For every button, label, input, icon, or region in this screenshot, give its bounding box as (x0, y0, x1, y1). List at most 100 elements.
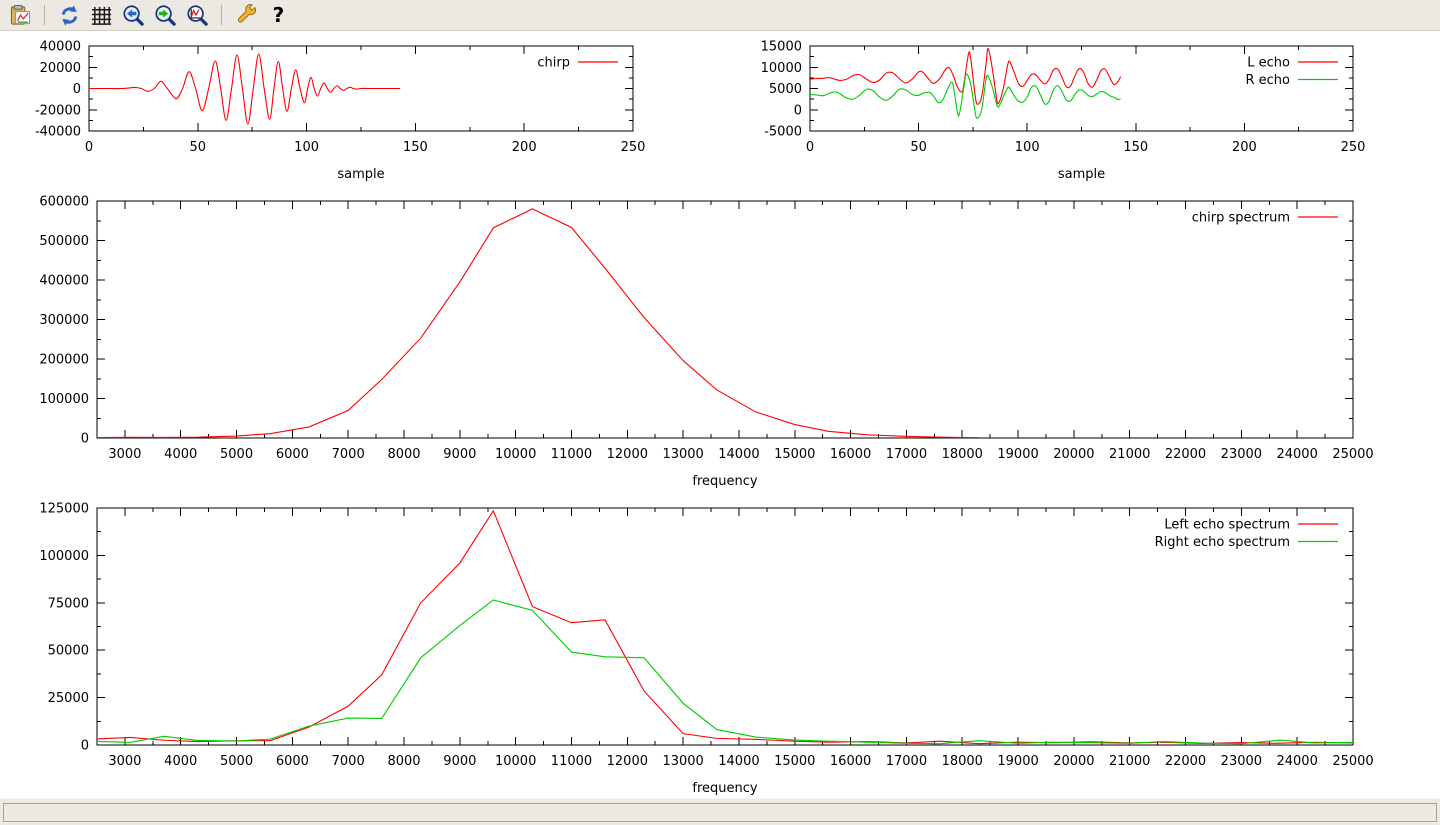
x-tick-label: 50 (190, 140, 207, 155)
x-tick-label: 20000 (1053, 754, 1094, 769)
x-tick-label: 0 (806, 140, 814, 155)
legend-label: chirp spectrum (1192, 211, 1290, 226)
series-r-echo (810, 73, 1121, 119)
x-tick-label: 17000 (886, 754, 927, 769)
copy-to-clipboard-button[interactable] (5, 1, 35, 29)
x-tick-label: 200 (1232, 140, 1257, 155)
status-bar (0, 798, 1440, 825)
plot-canvas[interactable]: 0 50 100 150 200 250 -40000 -20000 0 20000 40000 sa… (0, 31, 1440, 798)
y-tick-label: 300000 (39, 313, 89, 328)
x-tick-label: 20000 (1053, 447, 1094, 462)
y-tick-label: 500000 (39, 234, 89, 249)
autoscale-icon (186, 4, 208, 26)
x-axis-label: sample (337, 167, 384, 182)
copy-to-clipboard-icon (10, 4, 30, 25)
series-chirp-spectrum (97, 208, 979, 438)
x-tick-label: 13000 (662, 754, 703, 769)
y-tick-label: 20000 (40, 61, 81, 76)
x-tick-label: 8000 (387, 447, 420, 462)
x-tick-label: 16000 (830, 447, 871, 462)
x-tick-label: 23000 (1221, 447, 1262, 462)
series-l-echo (810, 47, 1122, 105)
y-tick-label: 200000 (39, 353, 89, 368)
x-tick-label: 250 (1341, 140, 1366, 155)
svg-text:?: ? (272, 4, 284, 27)
toolbar: ? (0, 0, 1440, 31)
x-tick-label: 10000 (495, 447, 536, 462)
legend-label: Right echo spectrum (1155, 535, 1290, 550)
x-tick-label: 22000 (1165, 754, 1206, 769)
autoscale-button[interactable] (182, 1, 212, 29)
x-tick-label: 6000 (276, 447, 309, 462)
x-tick-label: 19000 (997, 447, 1038, 462)
x-tick-label: 6000 (276, 754, 309, 769)
x-tick-label: 150 (1123, 140, 1148, 155)
x-tick-label: 12000 (607, 754, 648, 769)
replot-icon (61, 4, 77, 26)
x-tick-label: 22000 (1165, 447, 1206, 462)
legend-label: Left echo spectrum (1164, 518, 1290, 533)
configure-button[interactable] (231, 1, 261, 29)
chart-chirp-spectrum: 3000 4000 5000 6000 7000 8000 9000 10000 11000 12… (39, 195, 1373, 490)
toolbar-separator (44, 5, 45, 25)
y-tick-label: 10000 (761, 61, 802, 76)
y-tick-label: 40000 (40, 40, 81, 55)
zoom-next-button[interactable] (150, 1, 180, 29)
x-tick-label: 15000 (774, 754, 815, 769)
x-tick-label: 21000 (1109, 754, 1150, 769)
y-tick-label: 600000 (39, 195, 89, 210)
y-tick-label: -5000 (764, 125, 802, 140)
grid-icon (91, 6, 111, 25)
zoom-previous-icon (122, 4, 144, 26)
x-tick-label: 16000 (830, 754, 871, 769)
toggle-grid-button[interactable] (86, 1, 116, 29)
y-tick-label: 100000 (39, 392, 89, 407)
y-tick-label: 5000 (769, 82, 802, 97)
y-tick-label: 0 (73, 82, 81, 97)
series-right-echo-spectrum (97, 599, 1353, 745)
x-tick-label: 24000 (1276, 754, 1317, 769)
x-axis-label: sample (1058, 167, 1105, 182)
chart-echo-spectra: 3000 4000 5000 6000 7000 8000 9000 10000 11000 12… (39, 502, 1373, 797)
x-axis-label: frequency (692, 474, 758, 489)
x-tick-label: 3000 (108, 754, 141, 769)
y-tick-label: 125000 (39, 502, 89, 517)
x-tick-label: 7000 (332, 447, 365, 462)
y-tick-label: 15000 (761, 40, 802, 55)
x-tick-label: 7000 (332, 754, 365, 769)
x-tick-label: 24000 (1276, 447, 1317, 462)
x-tick-label: 200 (512, 140, 537, 155)
status-field (3, 803, 1437, 822)
x-tick-label: 19000 (997, 754, 1038, 769)
series-chirp (89, 53, 401, 125)
x-tick-label: 9000 (443, 754, 476, 769)
x-tick-label: 9000 (443, 447, 476, 462)
y-tick-label: -20000 (35, 103, 81, 118)
x-tick-label: 0 (85, 140, 93, 155)
x-tick-label: 4000 (164, 754, 197, 769)
x-tick-label: 25000 (1332, 447, 1373, 462)
replot-button[interactable] (54, 1, 84, 29)
y-tick-label: 0 (794, 103, 802, 118)
x-tick-label: 11000 (551, 754, 592, 769)
x-axis-label: frequency (692, 781, 758, 796)
y-tick-label: 0 (81, 432, 89, 447)
zoom-previous-button[interactable] (118, 1, 148, 29)
chart-chirp-waveform: 0 50 100 150 200 250 -40000 -20000 0 20000 40000 sa… (35, 40, 645, 183)
x-tick-label: 100 (294, 140, 319, 155)
x-tick-label: 5000 (220, 754, 253, 769)
x-tick-label: 4000 (164, 447, 197, 462)
legend-label: L echo (1247, 56, 1290, 71)
wrench-icon (237, 3, 256, 23)
zoom-next-icon (154, 4, 176, 26)
chart-echo-waveforms: 0 50 100 150 200 250 -5000 0 5000 10000 15000 sampl… (761, 40, 1366, 183)
y-tick-label: 75000 (48, 596, 89, 611)
x-tick-label: 13000 (662, 447, 703, 462)
toolbar-separator (221, 5, 222, 25)
help-button[interactable]: ? (263, 1, 293, 29)
x-tick-label: 50 (910, 140, 927, 155)
x-tick-label: 18000 (942, 754, 983, 769)
y-tick-label: 100000 (39, 549, 89, 564)
y-tick-label: 50000 (48, 644, 89, 659)
y-tick-label: 400000 (39, 274, 89, 289)
